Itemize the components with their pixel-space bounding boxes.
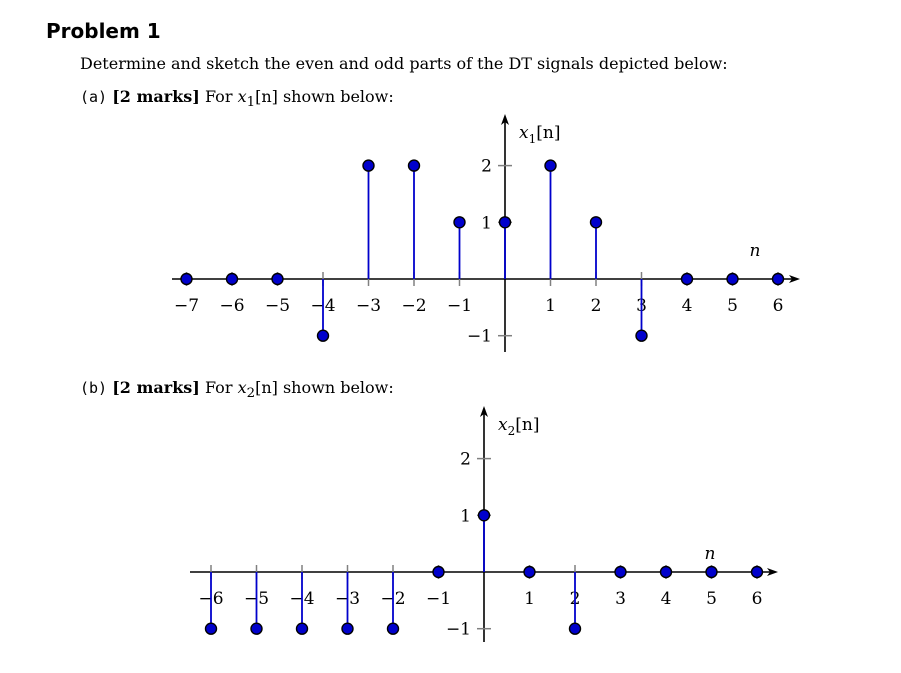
part-b-argument: [n] xyxy=(255,378,278,397)
x-tick-label: −5 xyxy=(265,296,290,316)
part-a-text-after: shown below: xyxy=(282,87,394,106)
stem-marker xyxy=(250,622,263,635)
y-tick-label: −1 xyxy=(446,620,471,640)
y-axis-label: x2[n] xyxy=(498,415,539,438)
stem-marker xyxy=(589,216,603,229)
stem-marker xyxy=(726,272,739,286)
x-tick-label: −3 xyxy=(356,296,381,316)
problem-intro: Determine and sketch the even and odd pa… xyxy=(80,54,728,73)
x-tick-label: 2 xyxy=(591,296,602,316)
part-a-marks: [2 marks] xyxy=(112,87,200,106)
stem-marker xyxy=(316,329,330,342)
y-tick-label: −1 xyxy=(467,327,492,347)
x-tick-label: −6 xyxy=(219,296,244,316)
part-a-argument: [n] xyxy=(255,87,278,106)
part-b-symbol: x xyxy=(237,378,247,397)
x-axis-arrowhead xyxy=(789,275,800,283)
stem-marker xyxy=(225,272,239,286)
y-axis-label: x1[n] xyxy=(519,123,560,146)
y-axis-arrowhead xyxy=(480,406,488,417)
stem-marker xyxy=(271,272,284,286)
stem-marker xyxy=(659,565,673,579)
problem-heading: Problem 1 xyxy=(46,19,161,43)
stem-marker xyxy=(498,216,512,229)
x-tick-label: −1 xyxy=(426,589,451,609)
stem-marker xyxy=(680,272,694,286)
x-axis-label: n xyxy=(705,544,716,564)
part-a-statement: (a) [2 marks] For x1[n] shown below: xyxy=(80,87,394,110)
x-tick-label: 6 xyxy=(773,296,784,316)
x-tick-label: 3 xyxy=(615,589,626,609)
stem-marker xyxy=(750,565,764,579)
x-tick-label: 4 xyxy=(661,589,672,609)
part-b-marks: [2 marks] xyxy=(112,378,200,397)
x-tick-label: 5 xyxy=(727,296,738,316)
stem-marker xyxy=(362,159,375,172)
y-axis-arrowhead xyxy=(501,114,509,125)
x-axis-arrowhead xyxy=(767,568,778,576)
part-a-text-before: For xyxy=(204,87,233,106)
x-tick-label: −1 xyxy=(447,296,472,316)
stem-marker xyxy=(544,159,557,172)
part-a-symbol: x xyxy=(237,87,247,106)
x-axis-label: n xyxy=(750,241,761,261)
stem-marker xyxy=(341,622,354,635)
stem-marker xyxy=(432,565,445,579)
x-tick-label: −2 xyxy=(401,296,426,316)
stem-marker xyxy=(771,272,785,286)
x-tick-label: 4 xyxy=(682,296,693,316)
stem-marker xyxy=(407,159,421,172)
stem-marker xyxy=(453,216,466,229)
stem-marker xyxy=(204,622,218,635)
x-tick-label: 5 xyxy=(706,589,717,609)
x-tick-label: 6 xyxy=(752,589,763,609)
y-tick-label: 2 xyxy=(460,450,471,470)
y-tick-label: 1 xyxy=(460,506,471,526)
part-b-statement: (b) [2 marks] For x2[n] shown below: xyxy=(80,378,394,401)
stem-marker xyxy=(386,622,400,635)
y-tick-label: 1 xyxy=(481,213,492,233)
x-tick-label: 1 xyxy=(545,296,556,316)
part-a-label: (a) xyxy=(80,88,108,106)
part-a-subscript: 1 xyxy=(246,95,256,111)
stem-marker xyxy=(568,622,582,635)
stem-marker xyxy=(477,509,491,522)
stem-marker xyxy=(523,565,536,579)
part-b-text-after: shown below: xyxy=(282,378,394,397)
part-b-label: (b) xyxy=(80,379,108,397)
part-b-subscript: 2 xyxy=(246,386,256,402)
stem-marker xyxy=(180,272,193,286)
x-tick-label: −7 xyxy=(174,296,199,316)
y-tick-label: 2 xyxy=(481,157,492,177)
x-tick-label: 1 xyxy=(524,589,535,609)
stem-marker xyxy=(614,565,627,579)
stem-marker xyxy=(635,329,648,342)
part-b-text-before: For xyxy=(204,378,233,397)
stem-marker xyxy=(295,622,309,635)
stem-marker xyxy=(705,565,718,579)
